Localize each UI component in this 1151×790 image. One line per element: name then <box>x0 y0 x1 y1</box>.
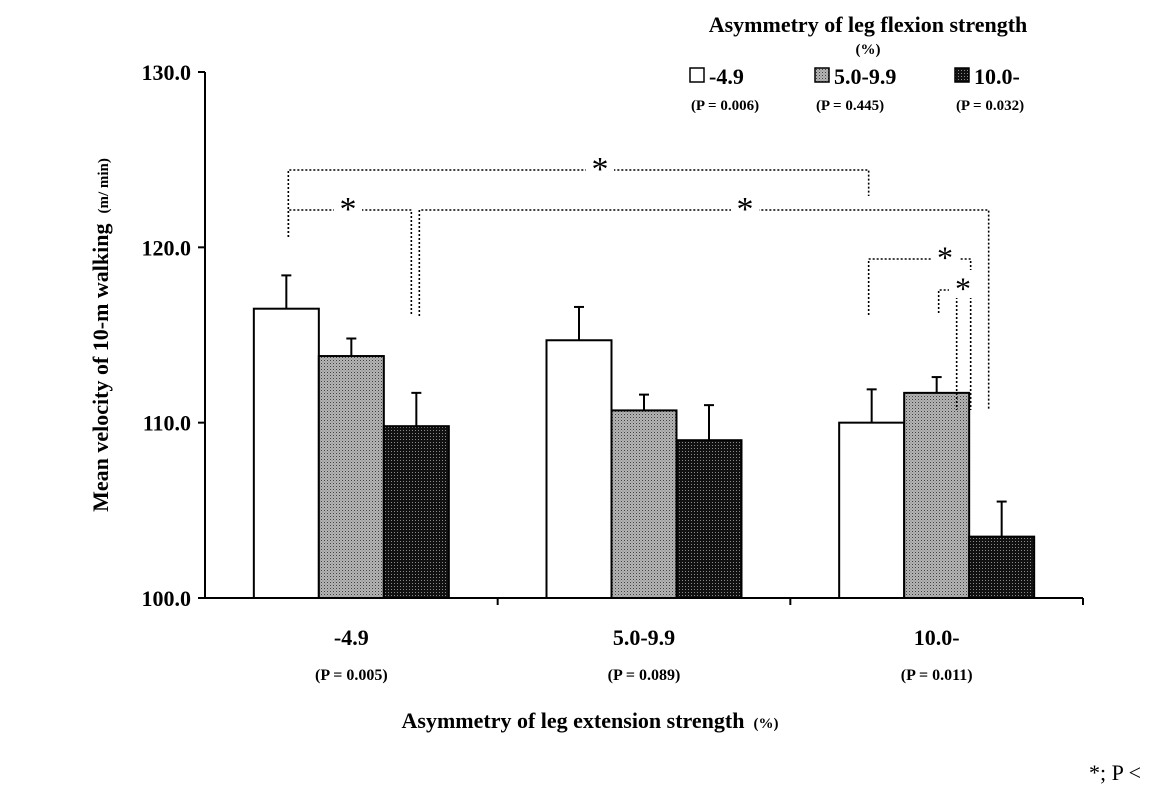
significance-label-bg <box>334 190 362 218</box>
significance-label-bg <box>731 190 759 218</box>
significance-brackets: ** *** <box>287 150 990 410</box>
y-tick-label: 130.0 <box>142 60 192 85</box>
x-category-labels: -4.9 (P = 0.005) 5.0-9.9 (P = 0.089) 10.0- (P… <box>315 625 973 684</box>
x-axis-title: Asymmetry of leg extension strength <box>402 708 745 733</box>
footnote: *; P < <box>1089 760 1141 785</box>
bars-layer <box>252 274 1036 600</box>
bar <box>838 421 906 599</box>
x-category-label: -4.9 <box>334 625 369 650</box>
bar <box>545 339 613 599</box>
legend: -4.9 (P = 0.006) 5.0-9.9 (P = 0.445) 10.0- (P… <box>689 64 1024 114</box>
significance-label-bg <box>949 270 977 298</box>
significance-label-bg <box>931 239 959 267</box>
x-category-label: 10.0- <box>914 625 960 650</box>
x-axis-unit: (%) <box>753 716 778 732</box>
legend-label: -4.9 <box>709 64 744 89</box>
significance-bracket <box>937 289 958 410</box>
legend-title: Asymmetry of leg flexion strength <box>709 12 1028 37</box>
y-tick-label: 110.0 <box>143 411 191 436</box>
svg-text:Mean velocity of 10-m walking: Mean velocity of 10-m walking (m/ min) <box>88 158 113 512</box>
legend-p-value: (P = 0.032) <box>956 98 1024 114</box>
bar <box>610 409 678 600</box>
y-axis-label: Mean velocity of 10-m walking (m/ min) <box>88 158 113 512</box>
significance-bracket <box>418 209 990 410</box>
significance-star: * <box>340 191 357 228</box>
y-tick-label: 100.0 <box>142 586 192 611</box>
significance-star: * <box>592 151 609 188</box>
x-category-p-value: (P = 0.089) <box>608 667 681 684</box>
x-axis-label: Asymmetry of leg extension strength (%) <box>402 708 779 733</box>
legend-p-value: (P = 0.445) <box>816 98 884 114</box>
x-category-label: 5.0-9.9 <box>613 625 675 650</box>
x-category-p-value: (P = 0.005) <box>315 667 388 684</box>
legend-label: 5.0-9.9 <box>834 64 896 89</box>
x-category-p-value: (P = 0.011) <box>901 667 973 684</box>
bar <box>382 425 450 599</box>
significance-label-bg <box>586 150 614 178</box>
bar <box>903 391 971 599</box>
bar <box>675 439 743 600</box>
bar <box>317 355 385 600</box>
y-tick-label: 120.0 <box>142 235 192 260</box>
legend-swatch <box>689 67 705 83</box>
significance-star: * <box>955 271 971 307</box>
legend-title-unit: (%) <box>856 42 881 58</box>
bar <box>252 307 320 599</box>
significance-star: * <box>737 191 754 228</box>
y-axis-unit: (m/ min) <box>96 158 112 213</box>
legend-swatch <box>954 67 970 83</box>
significance-bracket <box>287 169 870 237</box>
significance-star: * <box>937 240 953 276</box>
y-axis-title: Mean velocity of 10-m walking <box>88 224 113 512</box>
legend-label: 10.0- <box>974 64 1020 89</box>
legend-swatch <box>814 67 830 83</box>
bar <box>968 535 1036 600</box>
significance-bracket <box>867 258 972 410</box>
legend-p-value: (P = 0.006) <box>691 98 759 114</box>
